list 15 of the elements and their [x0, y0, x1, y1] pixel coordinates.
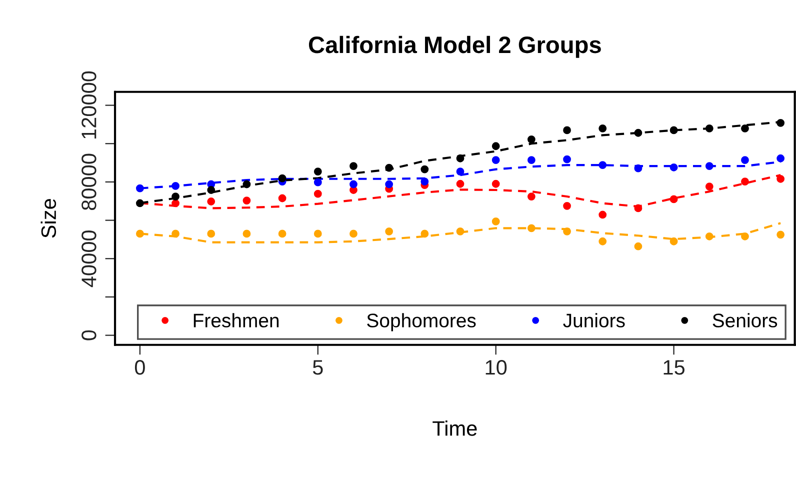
y-tick-label: 0 — [82, 330, 96, 340]
chart-title: California Model 2 Groups — [308, 36, 601, 58]
y-tick-label: 120000 — [82, 71, 96, 138]
y-tick-label: 40000 — [82, 230, 96, 288]
legend-label: Seniors — [712, 313, 778, 328]
y-axis-title: Size — [40, 199, 56, 238]
x-tick-label: 10 — [486, 360, 507, 375]
x-tick-label: 5 — [312, 360, 323, 375]
legend-label: Sophomores — [367, 313, 476, 332]
legend-label: Freshmen — [194, 313, 279, 328]
x-tick-label: 15 — [664, 360, 685, 375]
legend-label: Juniors — [563, 313, 625, 328]
x-axis-title: Time — [432, 420, 477, 436]
x-tick-label: 0 — [134, 360, 145, 375]
y-tick-label: 80000 — [82, 154, 96, 210]
